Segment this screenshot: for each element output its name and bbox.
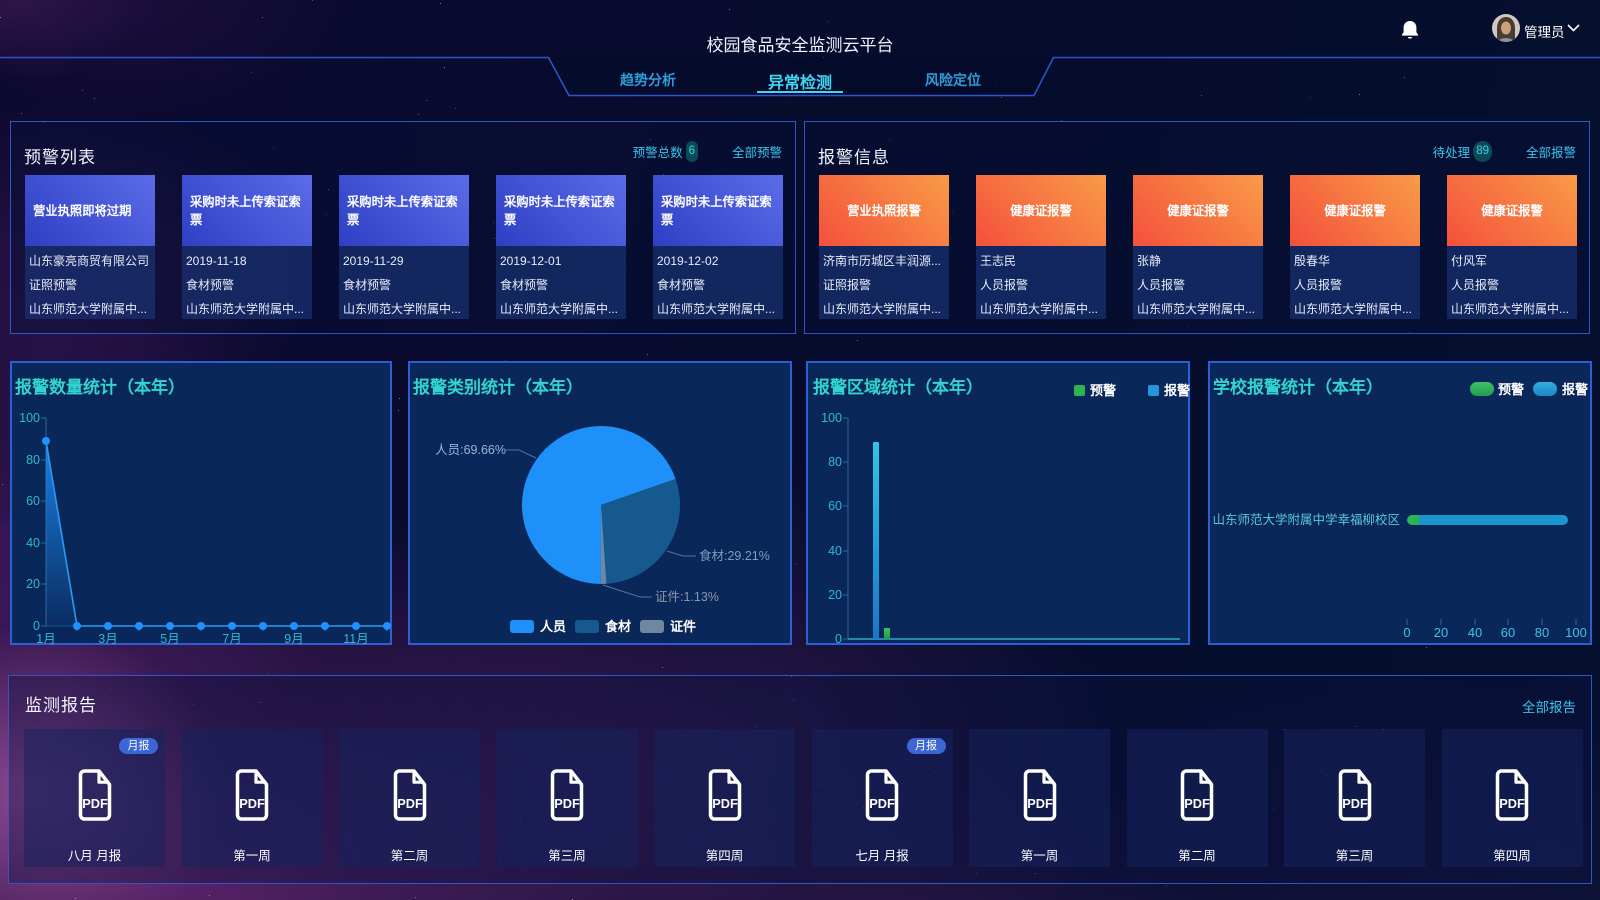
- svg-text:7月: 7月: [222, 632, 241, 645]
- svg-text:证件:1.13%: 证件:1.13%: [655, 590, 719, 604]
- svg-text:PDF: PDF: [1499, 796, 1525, 811]
- svg-text:PDF: PDF: [397, 796, 423, 811]
- svg-text:报警: 报警: [1562, 382, 1588, 397]
- svg-text:100: 100: [19, 411, 40, 425]
- svg-text:0: 0: [1403, 625, 1410, 640]
- svg-text:40: 40: [828, 544, 842, 558]
- svg-text:预警: 预警: [1090, 383, 1116, 398]
- svg-text:PDF: PDF: [239, 796, 265, 811]
- svg-text:0: 0: [33, 619, 40, 633]
- svg-text:PDF: PDF: [1027, 796, 1053, 811]
- svg-text:80: 80: [1535, 625, 1549, 640]
- svg-text:20: 20: [26, 577, 40, 591]
- svg-text:80: 80: [828, 455, 842, 469]
- svg-text:60: 60: [1501, 625, 1515, 640]
- svg-text:PDF: PDF: [712, 796, 738, 811]
- svg-text:3月: 3月: [98, 632, 117, 645]
- svg-text:山东师范大学附属中学幸福柳校区: 山东师范大学附属中学幸福柳校区: [1212, 512, 1400, 527]
- svg-text:20: 20: [1434, 625, 1448, 640]
- svg-text:1月: 1月: [36, 632, 55, 645]
- svg-text:40: 40: [26, 536, 40, 550]
- svg-text:预警: 预警: [1498, 382, 1524, 397]
- svg-text:20: 20: [828, 588, 842, 602]
- svg-text:人员:69.66%: 人员:69.66%: [435, 443, 506, 457]
- svg-text:食材:29.21%: 食材:29.21%: [699, 548, 770, 563]
- svg-text:100: 100: [821, 411, 842, 425]
- svg-text:报警数量统计（本年）: 报警数量统计（本年）: [15, 377, 185, 397]
- svg-text:报警: 报警: [1164, 383, 1190, 398]
- svg-text:人员: 人员: [540, 619, 566, 634]
- svg-text:报警类别统计（本年）: 报警类别统计（本年）: [413, 377, 583, 397]
- svg-text:40: 40: [1468, 625, 1482, 640]
- svg-text:学校报警统计（本年）: 学校报警统计（本年）: [1213, 377, 1383, 397]
- svg-text:PDF: PDF: [869, 796, 895, 811]
- svg-text:9月: 9月: [284, 632, 303, 645]
- svg-text:食材: 食材: [605, 619, 631, 634]
- svg-text:PDF: PDF: [1342, 796, 1368, 811]
- svg-text:100: 100: [1565, 625, 1587, 640]
- svg-text:PDF: PDF: [1184, 796, 1210, 811]
- svg-text:0: 0: [835, 632, 842, 645]
- svg-text:5月: 5月: [160, 632, 179, 645]
- svg-text:80: 80: [26, 453, 40, 467]
- svg-text:PDF: PDF: [554, 796, 580, 811]
- svg-text:PDF: PDF: [82, 796, 108, 811]
- svg-text:60: 60: [828, 499, 842, 513]
- svg-text:报警区域统计（本年）: 报警区域统计（本年）: [813, 377, 983, 397]
- svg-text:证件: 证件: [670, 619, 696, 634]
- svg-text:60: 60: [26, 494, 40, 508]
- svg-text:11月: 11月: [343, 632, 368, 645]
